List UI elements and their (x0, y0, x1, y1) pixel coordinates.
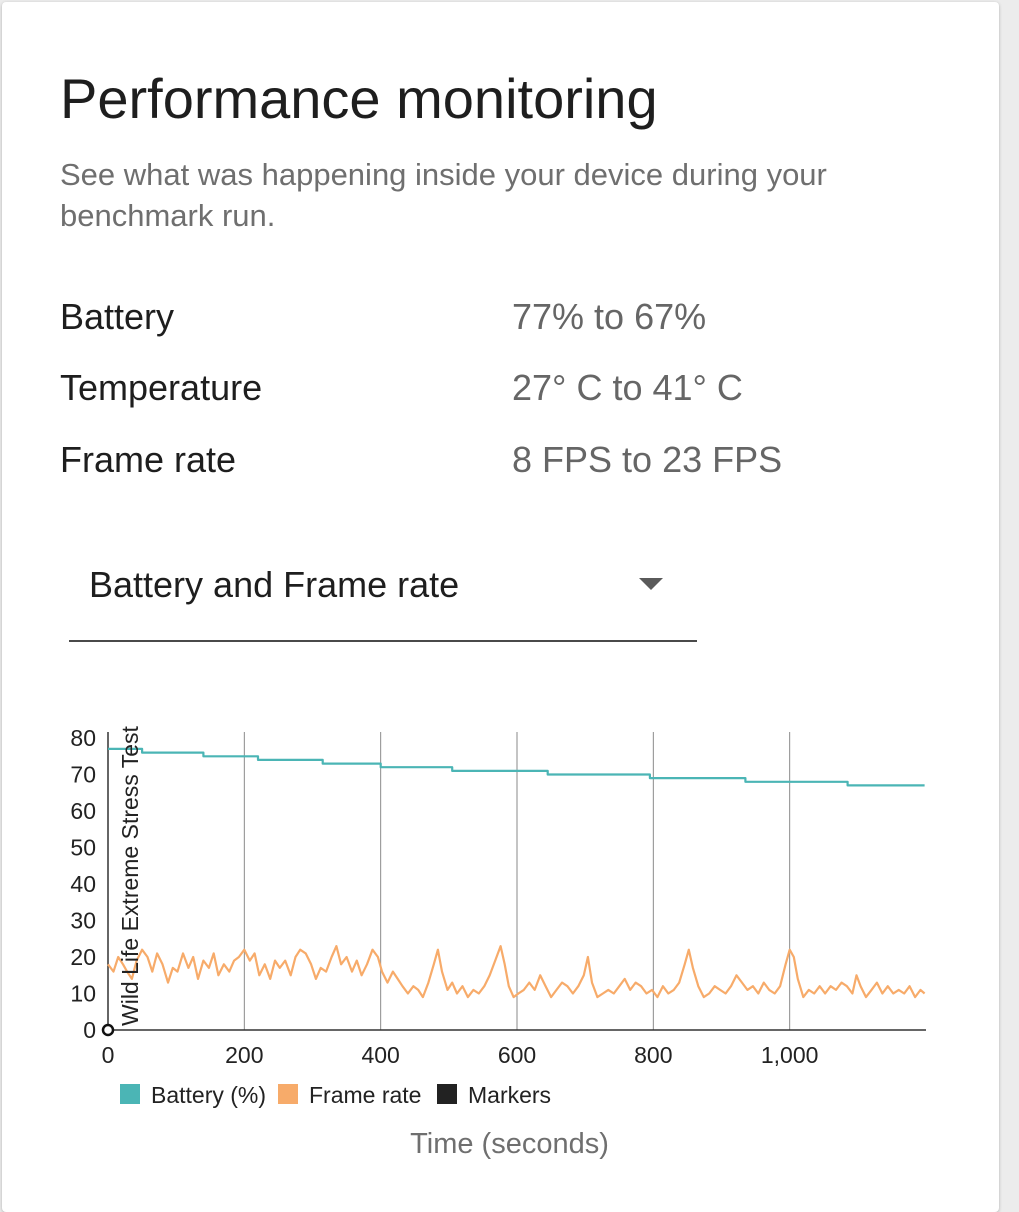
legend-label-0: Battery (%) (151, 1082, 266, 1108)
x-tick-label: 0 (102, 1042, 115, 1068)
y-tick-label: 50 (70, 835, 96, 861)
performance-card: Performance monitoring See what was happ… (2, 2, 999, 1212)
series-line-0 (108, 747, 925, 787)
page-subtitle: See what was happening inside your devic… (60, 157, 827, 233)
y-tick-label: 40 (70, 871, 96, 897)
y-tick-label: 10 (70, 981, 96, 1007)
x-tick-label: 1,000 (761, 1042, 819, 1068)
stat-label-battery: Battery (60, 296, 175, 337)
legend-label-1: Frame rate (309, 1082, 421, 1108)
chart-metric-select[interactable]: Battery and Frame rate (69, 550, 697, 642)
stat-label-temperature: Temperature (60, 367, 263, 408)
stat-value-battery: 77% to 67% (512, 296, 707, 337)
y-tick-label: 30 (70, 908, 96, 934)
y-tick-label: 0 (83, 1017, 96, 1043)
legend-swatch-0 (120, 1084, 140, 1104)
x-tick-label: 800 (634, 1042, 672, 1068)
legend-swatch-2 (437, 1084, 457, 1104)
stat-label-frame-rate: Frame rate (60, 439, 237, 480)
dropdown-arrow-icon[interactable] (639, 578, 663, 590)
chart-metric-select-value: Battery and Frame rate (89, 564, 460, 605)
y-tick-label: 20 (70, 944, 96, 970)
legend-label-2: Markers (468, 1082, 551, 1108)
x-axis-title: Time (seconds) (410, 1128, 609, 1160)
stat-value-frame-rate: 8 FPS to 23 FPS (512, 439, 783, 480)
stat-value-temperature: 27° C to 41° C (512, 367, 743, 408)
series-line-1 (107, 945, 926, 999)
y-tick-label: 80 (70, 725, 96, 751)
marker-point (101, 1023, 115, 1037)
y-tick-label: 60 (70, 798, 96, 824)
x-tick-label: 600 (498, 1042, 536, 1068)
x-tick-label: 400 (361, 1042, 399, 1068)
page-title: Performance monitoring (60, 67, 658, 130)
y-tick-label: 70 (70, 762, 96, 788)
legend-swatch-1 (278, 1084, 298, 1104)
x-tick-label: 200 (225, 1042, 263, 1068)
marker-label: Wild Life Extreme Stress Test (117, 725, 143, 1026)
